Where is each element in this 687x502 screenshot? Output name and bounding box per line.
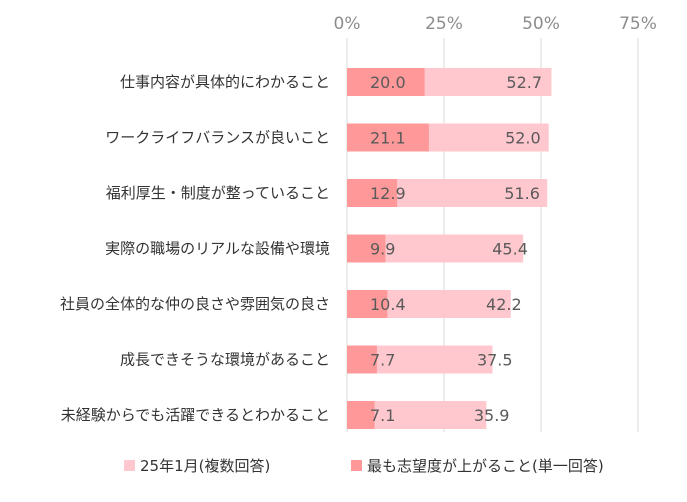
- bar-single-answer: [347, 179, 398, 207]
- value-label-single: 12.9: [370, 184, 406, 203]
- value-label-single: 9.9: [370, 240, 395, 259]
- legend-swatch: [124, 460, 135, 471]
- x-tick-label: 25%: [425, 14, 463, 34]
- bars: 20.0 52.7 21.1 52.0 12.9 51.6 9.9 45.4 10.4 42.2 7…: [347, 68, 552, 429]
- category-label: 社員の全体的な仲の良さや雰囲気の良さ: [60, 295, 330, 313]
- value-label-multi: 35.9: [474, 406, 510, 425]
- value-label-multi: 45.4: [492, 240, 528, 259]
- legend: 25年1月(複数回答) 最も志望度が上がること(単一回答): [124, 457, 604, 475]
- category-label: 未経験からでも活躍できるとわかること: [61, 406, 330, 424]
- bar-single-answer: [347, 234, 386, 263]
- legend-swatch: [351, 460, 362, 471]
- value-label-single: 21.1: [370, 129, 406, 148]
- bar-single-answer: [347, 401, 375, 429]
- category-label: ワークライフバランスが良いこと: [105, 129, 330, 147]
- category-label: 福利厚生・制度が整っていること: [106, 184, 330, 202]
- value-label-single: 20.0: [370, 73, 406, 92]
- x-tick-label: 0%: [334, 14, 361, 34]
- value-label-single: 10.4: [370, 295, 406, 314]
- value-label-multi: 52.7: [506, 73, 542, 92]
- bar-single-answer: [347, 68, 425, 96]
- legend-label: 25年1月(複数回答): [140, 457, 270, 475]
- value-label-multi: 42.2: [486, 295, 522, 314]
- bar-single-answer: [347, 290, 388, 318]
- legend-label: 最も志望度が上がること(単一回答): [367, 457, 604, 475]
- bar-single-answer: [347, 123, 429, 152]
- x-tick-label: 75%: [619, 14, 657, 34]
- value-label-single: 7.7: [370, 351, 395, 370]
- value-label-single: 7.1: [370, 406, 395, 425]
- value-label-multi: 37.5: [477, 351, 513, 370]
- category-labels: 仕事内容が具体的にわかることワークライフバランスが良いこと福利厚生・制度が整って…: [60, 73, 330, 424]
- category-label: 成長できそうな環境があること: [120, 351, 330, 369]
- value-label-multi: 52.0: [505, 129, 541, 148]
- bar-single-answer: [347, 345, 377, 374]
- category-label: 仕事内容が具体的にわかること: [120, 73, 330, 91]
- category-label: 実際の職場のリアルな設備や環境: [105, 240, 330, 258]
- x-tick-label: 50%: [522, 14, 560, 34]
- value-label-multi: 51.6: [504, 184, 540, 203]
- x-axis-ticks: 0% 25% 50% 75%: [334, 14, 657, 34]
